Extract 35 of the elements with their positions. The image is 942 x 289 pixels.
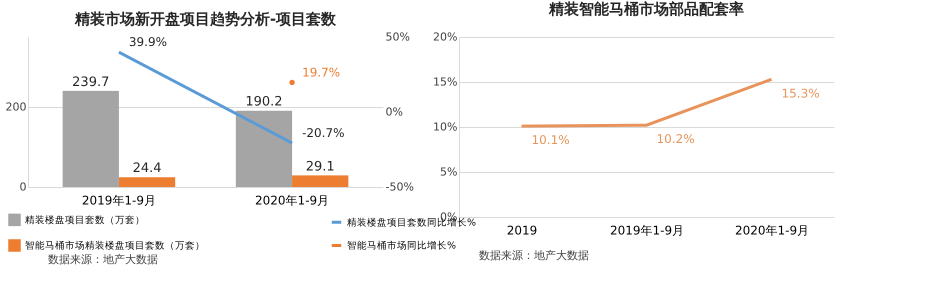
y2-tick-label: 50% bbox=[386, 30, 410, 44]
x-tick-label: 2020年1-9月 bbox=[734, 224, 810, 238]
x-tick-label: 2020年1-9月 bbox=[255, 194, 330, 208]
source-note: 数据来源：地产大数据 bbox=[48, 253, 158, 266]
legend-label: 智能马桶市场精装楼盘项目套数（万套） bbox=[25, 240, 205, 252]
x-tick-label: 2019年1-9月 bbox=[82, 194, 156, 208]
data-label: 24.4 bbox=[132, 161, 162, 176]
y2-tick-label: 0% bbox=[386, 106, 403, 118]
y-tick-label: 200 bbox=[6, 100, 26, 114]
source-note: 数据来源：地产大数据 bbox=[479, 249, 589, 262]
bar bbox=[62, 90, 119, 187]
data-label: 239.7 bbox=[72, 74, 110, 90]
data-label: 190.2 bbox=[245, 94, 283, 110]
bar bbox=[292, 175, 348, 187]
y-tick-label: 10% bbox=[433, 120, 458, 134]
y-tick-label: 5% bbox=[440, 166, 458, 178]
y-tick-label: 15% bbox=[433, 76, 458, 88]
x-tick-label: 2019 bbox=[506, 224, 538, 238]
data-label: 10.2% bbox=[656, 132, 695, 146]
data-label: 19.7% bbox=[302, 65, 340, 80]
data-label: -20.7% bbox=[302, 126, 345, 140]
bar bbox=[118, 177, 176, 187]
y2-tick-label: -50% bbox=[386, 180, 414, 194]
chart-title: 精装智能马桶市场部品配套率 bbox=[548, 0, 744, 18]
x-tick-label: 2019年1-9月 bbox=[610, 224, 684, 238]
y-tick-label: 0 bbox=[20, 180, 26, 194]
data-label: 10.1% bbox=[532, 133, 570, 148]
bar bbox=[236, 110, 292, 187]
legend-label: 精装楼盘项目套数（万套） bbox=[25, 214, 145, 226]
data-label: 29.1 bbox=[306, 159, 335, 174]
legend-label: 智能马桶市场同比增长% bbox=[347, 240, 456, 252]
y-tick-label: 20% bbox=[433, 30, 458, 44]
data-label: 39.9% bbox=[128, 35, 168, 50]
data-label: 15.3% bbox=[782, 86, 820, 100]
chart-title: 精装市场新开盘项目趋势分析-项目套数 bbox=[74, 10, 338, 28]
